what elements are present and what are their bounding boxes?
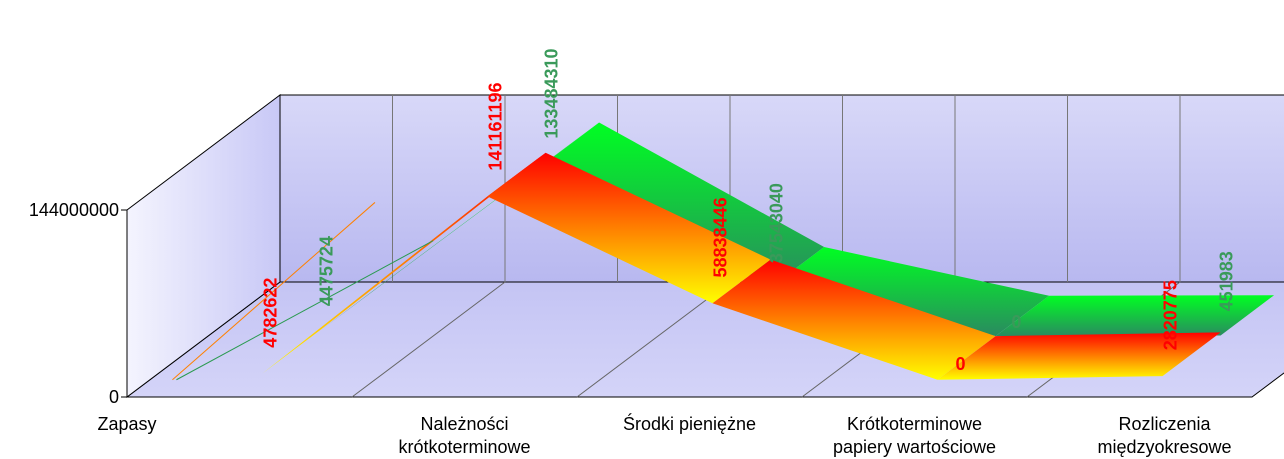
x-category-label-4: Rozliczenia międzyokresowe (1097, 414, 1231, 457)
y-tick-label: 144000000 (29, 200, 119, 220)
series-2012-leader (172, 202, 376, 381)
value-label-31-XII-2011-0: 4475724 (316, 236, 336, 306)
series-2011-ribbon-segment (770, 247, 1050, 337)
x-category-label-2: Środki pieniężne (623, 413, 756, 434)
value-label-31-XII-2011-1: 133484310 (541, 48, 561, 138)
floor-gridline (576, 281, 731, 398)
x-category-label-1: Należności krótkoterminowe (398, 414, 530, 457)
series-2011-leader (176, 240, 434, 381)
series-2012-ribbon (172, 152, 1221, 381)
value-label-31-XII-2011-3: 0 (1011, 312, 1021, 332)
y-tick-label: 0 (109, 387, 119, 407)
value-label-31-XII-2012-4: 2820775 (1161, 280, 1181, 350)
value-label-31-XII-2011-2: 37543040 (766, 183, 786, 263)
chart-side-wall (126, 93, 281, 399)
x-category-label-0: Zapasy (97, 414, 156, 434)
axes: 0 144000000 Zapasy Należności krótkoterminow… (29, 200, 1232, 457)
series-2011-ribbon-segment (545, 122, 825, 288)
series-2012-ribbon-segment (712, 259, 996, 380)
series-2011-ribbon-segment (995, 295, 1275, 337)
floor-gridline (351, 281, 506, 398)
value-label-31-XII-2011-4: 451983 (1216, 251, 1236, 311)
value-label-31-XII-2012-2: 58838446 (711, 197, 731, 277)
series-2011-ribbon (320, 122, 1275, 337)
value-label-31-XII-2012-1: 141161196 (486, 82, 506, 170)
series-2012-ribbon-segment (487, 152, 771, 304)
series-2012-ribbon-segment (262, 152, 546, 374)
series-2012-ribbon-segment (937, 332, 1221, 380)
x-category-label-3: Krótkoterminowe papiery wartościowe (833, 414, 996, 457)
value-label-31-XII-2012-3: 0 (956, 354, 966, 374)
value-labels: 4475724 133484310 37543040 0 451983 4782622 14… (261, 48, 1237, 373)
value-label-31-XII-2012-0: 4782622 (261, 278, 281, 348)
